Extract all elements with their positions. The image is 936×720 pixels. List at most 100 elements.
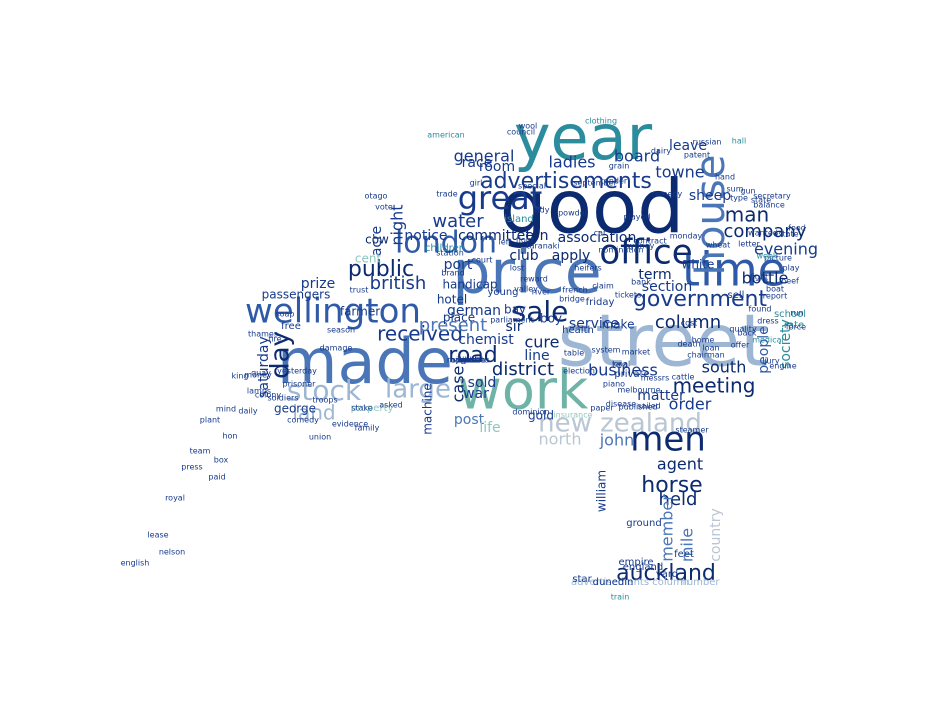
- word-season: season: [327, 326, 355, 335]
- word-rate: rate: [784, 320, 804, 331]
- word-prisoner: prisoner: [283, 380, 317, 389]
- word-american: american: [427, 131, 465, 140]
- word-meeting: meeting: [673, 374, 756, 398]
- word-white: white: [682, 258, 715, 272]
- word-water: water: [432, 211, 484, 232]
- word-box: box: [214, 456, 229, 465]
- word-french: french: [562, 286, 587, 295]
- word-offer: offer: [731, 341, 750, 350]
- word-fire: fire: [268, 335, 281, 344]
- word-german: german: [447, 303, 501, 319]
- word-cattle: cattle: [672, 373, 695, 382]
- word-bridge: bridge: [559, 295, 585, 304]
- word-loan: loan: [702, 344, 719, 353]
- word-made: made: [277, 325, 453, 398]
- word-evidence: evidence: [332, 420, 368, 429]
- word-patent: patent: [684, 151, 710, 160]
- word-good: good: [500, 165, 685, 251]
- word-auckland: auckland: [616, 561, 716, 586]
- word-advertisements: advertisements: [480, 169, 652, 194]
- word-secretary: secretary: [753, 192, 791, 201]
- word-soldiers: soldiers: [268, 394, 299, 403]
- word-disease: disease: [606, 400, 636, 409]
- word-election: election: [563, 367, 595, 376]
- word-food: food: [788, 224, 806, 233]
- word-company: company: [724, 221, 807, 242]
- word-wanted: wanted: [748, 229, 778, 238]
- word-service: service: [569, 316, 619, 332]
- word-russian: russian: [693, 138, 722, 147]
- word-apply: apply: [552, 248, 591, 264]
- word-board: board: [614, 147, 660, 166]
- word-heifers: heifers: [574, 264, 601, 273]
- word-england: england: [623, 562, 663, 573]
- word-published: published: [619, 403, 658, 412]
- word-general: general: [454, 147, 515, 166]
- word-line: line: [524, 348, 549, 364]
- word-dairy: dairy: [651, 147, 671, 156]
- word-hour: hour: [459, 356, 478, 365]
- word-farmer: farmer: [340, 305, 380, 319]
- word-matter: matter: [637, 388, 685, 404]
- word-young: young: [487, 287, 518, 298]
- word-played: played: [624, 213, 651, 222]
- word-flour: flour: [516, 236, 535, 245]
- word-union: union: [309, 433, 331, 442]
- word-night: night: [388, 204, 407, 245]
- word-london: london: [395, 226, 497, 261]
- word-price: price: [452, 238, 601, 308]
- word-school: school: [774, 309, 806, 320]
- word-property: property: [351, 403, 394, 414]
- word-valley: valley: [514, 285, 538, 294]
- word-country: country: [708, 508, 724, 562]
- word-gold: gold: [528, 409, 554, 423]
- word-team: team: [190, 447, 211, 456]
- word-empire: empire: [618, 557, 653, 568]
- word-sheep: sheep: [689, 188, 731, 204]
- word-feet: feet: [674, 549, 694, 560]
- word-sydney: sydney: [626, 242, 655, 251]
- word-troops: troops: [312, 396, 337, 405]
- word-brand: brand: [441, 269, 464, 278]
- word-chemist: chemist: [458, 332, 514, 348]
- word-cent: cent: [355, 252, 382, 266]
- word-table: table: [564, 349, 584, 358]
- word-steamer: steamer: [675, 426, 709, 435]
- word-nelson: nelson: [159, 548, 185, 557]
- word-star: star: [572, 574, 592, 585]
- word-paid: paid: [208, 473, 225, 482]
- word-private: private: [614, 369, 649, 380]
- word-beef: beef: [781, 277, 799, 286]
- word-australia: australia: [451, 356, 486, 365]
- word-term: term: [638, 267, 671, 283]
- word-district: district: [492, 359, 554, 380]
- word-april: april: [459, 356, 477, 365]
- word-handicap: handicap: [442, 278, 497, 292]
- word-life: life: [479, 420, 500, 436]
- word-money: money: [244, 371, 272, 380]
- word-trade: trade: [436, 190, 457, 199]
- word-cost: cost: [681, 319, 698, 328]
- word-home: home: [692, 336, 715, 345]
- word-sailed: sailed: [637, 402, 661, 411]
- word-member: member: [658, 494, 677, 562]
- word-men: men: [630, 420, 706, 460]
- word-free: free: [281, 321, 301, 332]
- word-hill: hill: [462, 356, 474, 365]
- word-committee: committee: [458, 228, 534, 244]
- word-ground: ground: [626, 518, 661, 529]
- word-mind: mind: [216, 405, 236, 414]
- word-nomination: nomination: [598, 246, 643, 255]
- word-piano: piano: [603, 380, 625, 389]
- word-damage: damage: [320, 344, 353, 353]
- word-bottle: bottle: [742, 269, 789, 288]
- word-insurance: insurance: [553, 411, 592, 420]
- word-man: man: [725, 203, 769, 227]
- word-state: state: [751, 196, 771, 205]
- word-stock: stock: [287, 374, 362, 407]
- word-powder: powder: [558, 209, 589, 218]
- word-sell: sell: [728, 290, 745, 301]
